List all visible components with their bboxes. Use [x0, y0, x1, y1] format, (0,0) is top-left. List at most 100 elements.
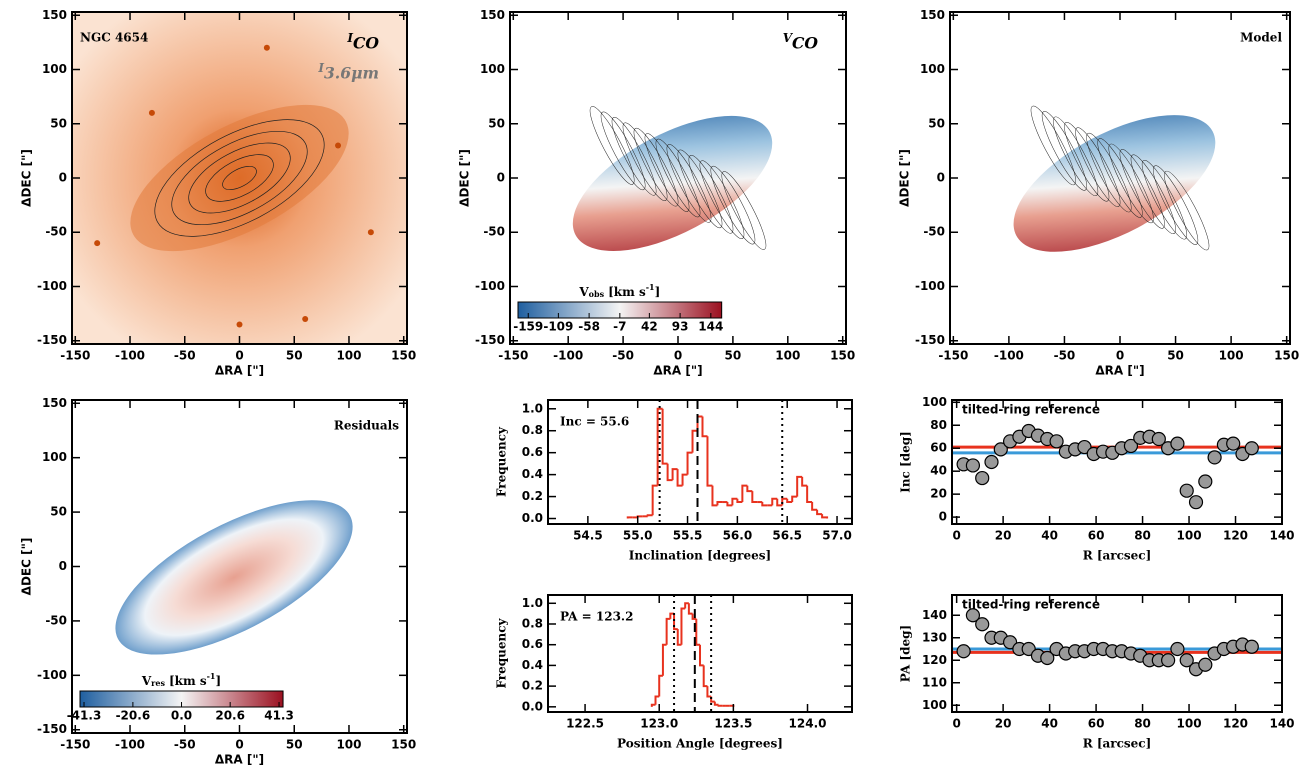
y-tick-label: 0.6 — [522, 637, 543, 651]
x-tick-label: 20 — [995, 717, 1012, 731]
unit: [km s — [608, 285, 646, 299]
ring-point — [1049, 434, 1064, 449]
ring-point — [1198, 474, 1213, 489]
colorbar-tick-label: -20.6 — [116, 709, 151, 723]
y-tick-label: -100 — [37, 668, 67, 682]
x-axis-label: ΔRA ["] — [1095, 364, 1144, 378]
residual-map — [115, 500, 353, 655]
histogram-step — [751, 491, 758, 504]
histogram-step — [646, 514, 653, 517]
ring-point — [993, 442, 1008, 457]
iso-velocity — [1164, 170, 1210, 251]
x-tick-label: 124.0 — [789, 717, 827, 731]
x-tick-label: 60 — [1088, 529, 1105, 543]
x-tick-label: -150 — [60, 738, 90, 752]
x-tick-label: 0 — [235, 738, 243, 752]
x-axis-label: ΔRA ["] — [215, 753, 264, 767]
iso-velocity — [1130, 154, 1176, 234]
galaxy-disk — [130, 104, 349, 252]
x-tick-label: 120 — [1223, 717, 1248, 731]
y-tick-label: 100 — [922, 698, 947, 712]
histogram-step — [669, 612, 675, 619]
plot-area — [72, 12, 407, 344]
x-tick-label: 100 — [775, 349, 800, 363]
x-tick-label: -100 — [994, 349, 1024, 363]
iso-velocity — [1075, 127, 1121, 207]
y-tick-label: 1.0 — [522, 596, 543, 610]
y-tick-label: 0 — [59, 171, 67, 185]
y-axis-label: Inc [deg] — [899, 431, 913, 493]
panel-title: Model — [1240, 31, 1282, 45]
histogram-step — [626, 516, 633, 519]
colorbar-tick-label: -109 — [543, 320, 573, 334]
histogram-step — [650, 703, 656, 707]
iso-velocity — [589, 106, 635, 185]
unit-close: ] — [216, 674, 222, 688]
histogram-step — [691, 613, 697, 620]
x-tick-label: 56.5 — [772, 529, 802, 543]
x-axis-label: ΔRA ["] — [215, 364, 264, 378]
x-tick-label: 60 — [1088, 717, 1105, 731]
colorbar-tick-label: 144 — [698, 320, 723, 334]
ring-point — [1226, 436, 1241, 451]
histogram-step — [776, 498, 783, 507]
y-tick-label: 50 — [928, 116, 945, 130]
ring-point — [1170, 436, 1185, 451]
x-tick-label: -50 — [174, 738, 196, 752]
ring-point — [1244, 639, 1259, 654]
y-tick-label: 0.4 — [522, 658, 543, 672]
colorbar-tick-label: 20.6 — [215, 709, 245, 723]
x-tick-label: 50 — [725, 349, 742, 363]
plot-area — [1013, 105, 1216, 252]
histogram-step — [684, 602, 689, 609]
histogram-step — [680, 607, 686, 645]
x-tick-label: -50 — [1054, 349, 1076, 363]
histogram-step — [791, 495, 798, 503]
ring-point — [1179, 653, 1194, 668]
plot-area — [115, 500, 353, 655]
iso-velocity — [1097, 138, 1143, 218]
x-tick-label: 0 — [235, 349, 243, 363]
y-tick-label: 140 — [922, 608, 947, 622]
ring-point — [1151, 431, 1166, 447]
panel-title: tilted-ring reference — [962, 598, 1100, 612]
y-tick-label: 40 — [930, 464, 947, 478]
panel-title: NGC 4654 — [80, 31, 148, 45]
histogram-step — [702, 665, 708, 688]
histogram-step — [687, 603, 693, 615]
histogram-step — [741, 484, 748, 503]
x-tick-label: 55.0 — [623, 529, 653, 543]
y-tick-label: 0 — [59, 559, 67, 573]
x-axis-label: R [arcsec] — [1083, 737, 1152, 751]
exponent: -1 — [207, 671, 216, 681]
plot-area — [952, 608, 1282, 677]
label-symbol: V — [141, 674, 152, 688]
x-tick-label: -100 — [553, 349, 583, 363]
ring-point — [1161, 653, 1176, 668]
histogram-step — [796, 475, 803, 497]
unit: [km s — [169, 674, 207, 688]
y-axis-label: ΔDEC ["] — [458, 149, 472, 207]
colorbar-tick-label: -7 — [613, 320, 626, 334]
label-symbol: I — [317, 61, 324, 75]
y-tick-label: 0.2 — [522, 679, 543, 693]
histogram-step — [801, 476, 808, 487]
y-tick-label: 150 — [480, 8, 505, 22]
star — [263, 44, 270, 51]
y-tick-label: 150 — [42, 396, 67, 410]
label-subscript: res — [151, 678, 165, 688]
contour — [171, 130, 308, 226]
colorbar-label: Vobs [km s-1] — [578, 282, 660, 299]
y-tick-label: 130 — [922, 630, 947, 644]
y-tick-label: 150 — [42, 8, 67, 22]
y-tick-label: 100 — [922, 395, 947, 409]
star — [335, 142, 342, 149]
y-tick-label: -50 — [45, 225, 67, 239]
y-tick-label: 100 — [480, 62, 505, 76]
label-subscript: CO — [792, 34, 818, 53]
y-tick-label: -100 — [475, 279, 505, 293]
histogram-step — [695, 618, 700, 646]
plot-area — [952, 423, 1282, 510]
x-tick-label: 120 — [1223, 529, 1248, 543]
